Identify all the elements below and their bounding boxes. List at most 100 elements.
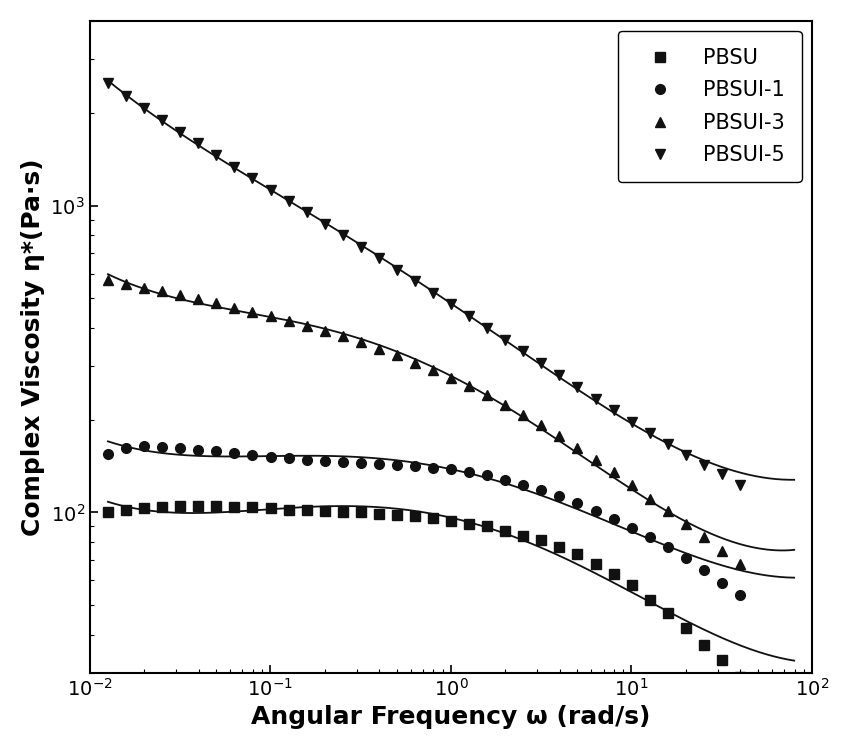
PBSUI-1 bbox=[428, 463, 438, 472]
PBSU bbox=[482, 522, 492, 531]
PBSUI-1 bbox=[193, 446, 203, 454]
PBSU bbox=[121, 506, 131, 515]
PBSU bbox=[572, 550, 582, 559]
PBSUI-1 bbox=[230, 448, 240, 458]
PBSUI-5 bbox=[139, 104, 150, 112]
PBSUI-1 bbox=[554, 491, 564, 500]
PBSU bbox=[175, 502, 185, 511]
PBSUI-1 bbox=[500, 475, 510, 484]
PBSU bbox=[464, 519, 474, 528]
PBSU bbox=[446, 516, 456, 525]
PBSUI-3 bbox=[283, 316, 293, 326]
PBSUI-1 bbox=[283, 454, 293, 463]
PBSUI-1 bbox=[355, 458, 366, 467]
PBSUI-3 bbox=[554, 432, 564, 441]
PBSUI-5 bbox=[464, 311, 474, 320]
PBSU bbox=[735, 673, 745, 682]
PBSU bbox=[265, 504, 275, 513]
PBSUI-3 bbox=[428, 365, 438, 374]
PBSU bbox=[500, 526, 510, 536]
PBSUI-1 bbox=[302, 456, 312, 465]
PBSUI-1 bbox=[139, 441, 150, 450]
PBSUI-3 bbox=[121, 280, 131, 289]
PBSUI-3 bbox=[193, 295, 203, 304]
PBSU bbox=[193, 502, 203, 511]
PBSU bbox=[157, 503, 167, 512]
PBSUI-3 bbox=[139, 284, 150, 292]
Line: PBSU: PBSU bbox=[103, 501, 745, 682]
PBSUI-3 bbox=[536, 421, 547, 430]
PBSUI-5 bbox=[302, 208, 312, 217]
PBSUI-5 bbox=[536, 358, 547, 368]
PBSU bbox=[663, 608, 673, 617]
PBSUI-3 bbox=[500, 400, 510, 410]
PBSUI-3 bbox=[446, 373, 456, 382]
PBSUI-3 bbox=[230, 303, 240, 312]
PBSUI-5 bbox=[374, 254, 384, 262]
PBSUI-3 bbox=[717, 546, 727, 555]
PBSUI-5 bbox=[103, 79, 113, 88]
PBSUI-1 bbox=[482, 471, 492, 480]
PBSUI-1 bbox=[175, 443, 185, 452]
PBSUI-5 bbox=[355, 242, 366, 251]
PBSUI-3 bbox=[735, 560, 745, 568]
PBSU bbox=[355, 508, 366, 517]
PBSUI-1 bbox=[121, 443, 131, 452]
PBSU bbox=[374, 509, 384, 518]
X-axis label: Angular Frequency ω (rad/s): Angular Frequency ω (rad/s) bbox=[252, 705, 650, 729]
PBSUI-5 bbox=[392, 266, 402, 274]
PBSUI-5 bbox=[320, 219, 330, 228]
PBSUI-5 bbox=[663, 440, 673, 448]
PBSUI-3 bbox=[410, 358, 420, 367]
PBSUI-3 bbox=[626, 480, 637, 489]
PBSUI-1 bbox=[735, 590, 745, 599]
PBSUI-5 bbox=[644, 429, 654, 438]
PBSU bbox=[554, 543, 564, 552]
PBSUI-5 bbox=[247, 173, 258, 182]
PBSUI-3 bbox=[609, 468, 619, 477]
PBSUI-1 bbox=[699, 566, 709, 574]
PBSU bbox=[699, 640, 709, 650]
PBSU bbox=[410, 512, 420, 521]
PBSUI-1 bbox=[644, 532, 654, 542]
PBSUI-5 bbox=[211, 151, 221, 160]
PBSUI-1 bbox=[591, 506, 601, 515]
PBSU bbox=[211, 502, 221, 511]
PBSUI-3 bbox=[644, 494, 654, 503]
PBSU bbox=[428, 513, 438, 522]
PBSUI-5 bbox=[193, 139, 203, 148]
PBSU bbox=[247, 503, 258, 512]
PBSU bbox=[626, 580, 637, 590]
PBSU bbox=[103, 508, 113, 517]
PBSU bbox=[717, 656, 727, 664]
PBSU bbox=[518, 531, 529, 540]
PBSUI-3 bbox=[591, 456, 601, 465]
PBSU bbox=[302, 506, 312, 515]
PBSUI-5 bbox=[518, 346, 529, 355]
PBSU bbox=[337, 508, 348, 517]
PBSUI-1 bbox=[103, 449, 113, 458]
PBSU bbox=[536, 536, 547, 545]
PBSUI-3 bbox=[247, 308, 258, 316]
PBSUI-5 bbox=[121, 92, 131, 100]
PBSUI-1 bbox=[320, 457, 330, 466]
PBSU bbox=[591, 560, 601, 568]
PBSUI-1 bbox=[717, 578, 727, 587]
PBSUI-3 bbox=[699, 532, 709, 542]
PBSUI-3 bbox=[374, 344, 384, 353]
PBSUI-5 bbox=[157, 116, 167, 124]
PBSUI-1 bbox=[626, 524, 637, 532]
PBSUI-5 bbox=[735, 480, 745, 489]
PBSU bbox=[609, 569, 619, 578]
PBSUI-1 bbox=[211, 447, 221, 456]
PBSUI-5 bbox=[482, 323, 492, 332]
PBSUI-5 bbox=[609, 406, 619, 415]
PBSUI-5 bbox=[699, 460, 709, 470]
PBSUI-1 bbox=[536, 486, 547, 495]
PBSUI-1 bbox=[446, 465, 456, 474]
PBSUI-1 bbox=[265, 452, 275, 461]
PBSUI-1 bbox=[518, 480, 529, 489]
PBSUI-5 bbox=[265, 185, 275, 194]
PBSUI-1 bbox=[392, 460, 402, 470]
PBSUI-1 bbox=[157, 442, 167, 452]
